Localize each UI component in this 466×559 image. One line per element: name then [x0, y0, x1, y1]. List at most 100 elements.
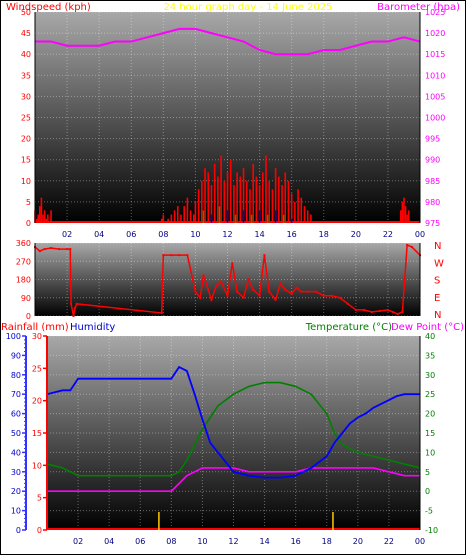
temp-x-tick-label: 06: [135, 537, 145, 546]
humidity-line: [46, 365, 420, 479]
windspeed-tick-label: 10: [21, 177, 31, 186]
wind-direction-point: [226, 294, 229, 297]
direction-tick-label: 90: [21, 294, 31, 303]
wind-direction-point: [268, 290, 271, 293]
wind-direction-point: [370, 310, 373, 313]
dewpoint-axis-title: Dew Point (°C): [391, 322, 464, 333]
wind-direction-point: [362, 308, 365, 311]
rainfall-tick-label: 5: [37, 494, 42, 503]
temp-x-tick-label: 02: [73, 537, 83, 546]
wind-direction-point: [50, 247, 53, 250]
humidity-axis-title: Humidity: [70, 322, 115, 333]
rainfall-tick-label: 25: [32, 364, 42, 373]
wind-direction-point: [242, 296, 245, 299]
wind-direction-point: [284, 288, 287, 291]
temperature-tick-label: 10: [425, 448, 435, 457]
chart-title: 24 hour graph day - 14 June 2025: [163, 2, 332, 13]
wind-direction-point: [263, 254, 266, 257]
wind-direction-point: [354, 308, 357, 311]
temperature-tick-label: 0: [425, 487, 430, 496]
wind-x-tick-label: 06: [126, 230, 136, 239]
wind-direction-point: [406, 244, 409, 247]
wind-direction-point: [258, 294, 261, 297]
wind-direction-point: [160, 311, 163, 314]
barometer-tick-label: 1005: [425, 92, 445, 101]
wind-direction-point: [279, 282, 282, 285]
wind-direction-point: [38, 250, 41, 253]
temperature-line: [46, 381, 421, 477]
direction-panel-series: [34, 243, 421, 317]
compass-label: E: [434, 293, 440, 304]
windspeed-tick-label: 40: [21, 50, 31, 59]
temperature-tick-label: -5: [425, 507, 433, 516]
wind-direction-point: [386, 308, 389, 311]
wind-x-tick-label: 10: [190, 230, 200, 239]
wind-direction-point: [162, 254, 165, 257]
temp-panel-axes: 02 04 06 08 10 12 14 16 18 20 22 00-10-505101520253…: [6, 332, 438, 546]
barometer-tick-label: 1010: [425, 71, 445, 80]
temp-x-tick-label: 10: [197, 537, 207, 546]
wind-x-tick-label: 20: [351, 230, 361, 239]
windspeed-tick-label: 15: [21, 156, 31, 165]
wind-direction-point: [300, 290, 303, 293]
wind-direction-point: [210, 298, 213, 301]
wind-direction-point: [202, 274, 205, 277]
temperature-tick-label: 40: [425, 332, 435, 341]
wind-direction-point: [252, 288, 255, 291]
rainfall-tick-label: 10: [32, 461, 42, 470]
windspeed-tick-label: 50: [21, 8, 31, 17]
wind-x-tick-label: 12: [222, 230, 232, 239]
humidity-tick-label: 90: [11, 351, 21, 360]
windspeed-axis-title: Windspeed (kph): [6, 2, 91, 13]
temp-x-tick-label: 00: [415, 537, 425, 546]
wind-direction-point: [330, 294, 333, 297]
barometer-tick-label: 1020: [425, 29, 445, 38]
rainfall-tick-label: 20: [32, 397, 42, 406]
humidity-tick-label: 60: [11, 410, 21, 419]
wind-direction-point: [170, 254, 173, 257]
wind-direction-point: [69, 248, 72, 251]
barometer-tick-label: 1000: [425, 114, 445, 123]
wind-direction-point: [72, 315, 75, 317]
rainfall-tick-label: 0: [37, 526, 42, 535]
wind-direction-point: [396, 312, 399, 315]
windspeed-tick-label: 45: [21, 29, 31, 38]
wind-x-tick-label: 08: [158, 230, 168, 239]
wind-direction-point: [290, 292, 293, 295]
temperature-tick-label: 15: [425, 429, 435, 438]
wind-direction-point: [70, 302, 73, 305]
temperature-tick-label: -10: [425, 526, 438, 535]
barometer-axis-title: Barometer (hpa): [377, 2, 460, 13]
wind-direction-point: [220, 280, 223, 283]
wind-direction-point: [274, 298, 277, 301]
wind-direction-point: [401, 310, 404, 313]
wind-direction-point: [410, 246, 413, 249]
direction-tick-label: 270: [16, 257, 31, 266]
wind-x-tick-label: 16: [287, 230, 297, 239]
humidity-tick-label: 70: [11, 390, 21, 399]
wind-direction-point: [43, 248, 46, 251]
rainfall-tick-label: 30: [32, 332, 42, 341]
humidity-tick-label: 10: [11, 507, 21, 516]
wind-direction-point: [391, 310, 394, 313]
wind-direction-point: [74, 306, 77, 309]
wind-direction-point: [346, 302, 349, 305]
wind-x-tick-label: 22: [383, 230, 393, 239]
wind-direction-point: [66, 248, 69, 251]
humidity-tick-label: 40: [11, 448, 21, 457]
wind-direction-point: [236, 290, 239, 293]
rainfall-tick-label: 15: [32, 429, 42, 438]
windspeed-tick-label: 20: [21, 135, 31, 144]
direction-tick-label: 0: [26, 312, 31, 321]
temp-x-tick-label: 08: [166, 537, 176, 546]
humidity-tick-label: 20: [11, 487, 21, 496]
barometer-tick-label: 1025: [425, 8, 445, 17]
temperature-tick-label: 5: [425, 468, 430, 477]
barometer-tick-label: 975: [425, 219, 440, 228]
humidity-tick-label: 50: [11, 429, 21, 438]
compass-label: N: [434, 310, 441, 321]
windspeed-tick-label: 0: [26, 219, 31, 228]
temp-x-tick-label: 16: [291, 537, 301, 546]
wind-direction-point: [186, 254, 189, 257]
